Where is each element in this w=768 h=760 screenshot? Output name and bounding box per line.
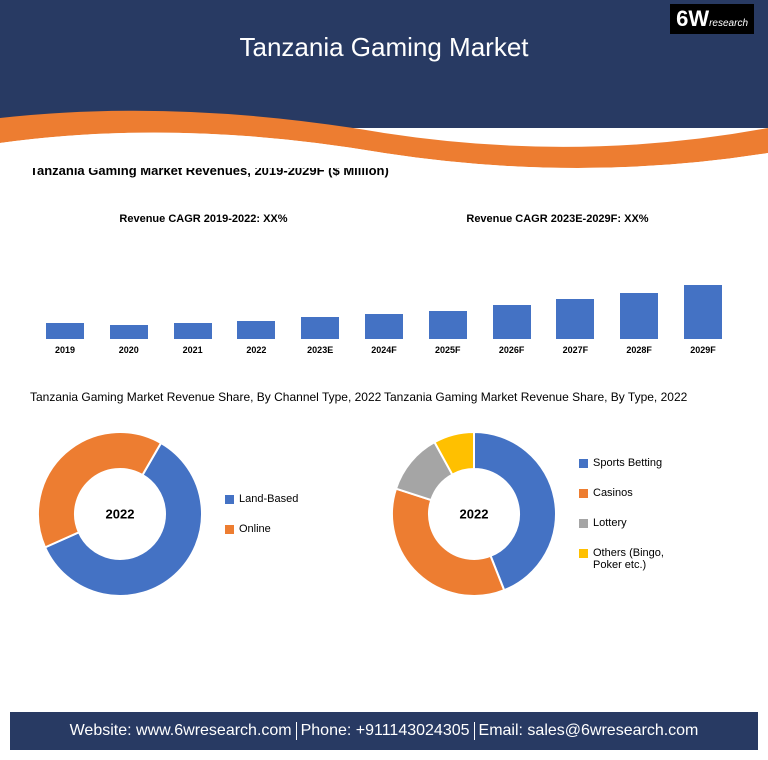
bar-item: 2022 [231, 321, 281, 355]
donut2-title: Tanzania Gaming Market Revenue Share, By… [384, 390, 738, 404]
bar [237, 321, 275, 339]
footer-email: Email: sales@6wresearch.com [475, 722, 703, 740]
donut1-legend: Land-Based Online [225, 493, 298, 535]
footer-website: Website: www.6wresearch.com [66, 722, 297, 740]
donut-segment [38, 432, 161, 547]
bar-label: 2022 [246, 345, 266, 355]
donut-segment [392, 489, 504, 596]
page-title: Tanzania Gaming Market [239, 32, 528, 63]
bar-item: 2020 [104, 325, 154, 355]
bar [110, 325, 148, 339]
legend-label: Casinos [593, 487, 633, 499]
bar-chart: 2019 2020 2021 2022 2023E 2024F 2025F 2026F 2027… [30, 245, 738, 355]
bar-item: 2021 [168, 323, 218, 355]
content-area: Tanzania Gaming Market Revenues, 2019-20… [0, 128, 768, 604]
donut2-legend: Sports Betting Casinos Lottery Others (Bing… [579, 457, 693, 571]
donut-row: Tanzania Gaming Market Revenue Share, By… [30, 390, 738, 604]
wave-divider [0, 108, 768, 168]
legend-label: Others (Bingo, Poker etc.) [593, 547, 693, 571]
bar-label: 2028F [626, 345, 652, 355]
legend-item: Sports Betting [579, 457, 693, 469]
bar [174, 323, 212, 339]
bar-label: 2023E [307, 345, 333, 355]
footer-phone: Phone: +911143024305 [297, 722, 475, 740]
bar-label: 2024F [371, 345, 397, 355]
bar-item: 2024F [359, 314, 409, 355]
bar-label: 2021 [183, 345, 203, 355]
legend-item: Others (Bingo, Poker etc.) [579, 547, 693, 571]
donut-type-section: Tanzania Gaming Market Revenue Share, By… [384, 390, 738, 604]
bar-item: 2025F [423, 311, 473, 355]
donut2-center: 2022 [460, 507, 489, 522]
bar-item: 2028F [614, 293, 664, 355]
cagr-annotations: Revenue CAGR 2019-2022: XX% Revenue CAGR… [30, 213, 738, 225]
donut-channel-section: Tanzania Gaming Market Revenue Share, By… [30, 390, 384, 604]
legend-label: Land-Based [239, 493, 298, 505]
bar-item: 2027F [550, 299, 600, 355]
bar-item: 2026F [487, 305, 537, 355]
bar [429, 311, 467, 339]
legend-label: Lottery [593, 517, 627, 529]
legend-swatch [225, 495, 234, 504]
bar-label: 2029F [690, 345, 716, 355]
logo: 6Wresearch [670, 4, 754, 34]
legend-swatch [225, 525, 234, 534]
legend-item: Lottery [579, 517, 693, 529]
legend-item: Online [225, 523, 298, 535]
bar-item: 2019 [40, 323, 90, 355]
donut1-chart: 2022 [30, 424, 210, 604]
bar-label: 2025F [435, 345, 461, 355]
bar [684, 285, 722, 339]
legend-label: Sports Betting [593, 457, 662, 469]
bar [556, 299, 594, 339]
bar-item: 2029F [678, 285, 728, 355]
bar [46, 323, 84, 339]
bar [365, 314, 403, 339]
donut2-chart: 2022 [384, 424, 564, 604]
footer: Website: www.6wresearch.com Phone: +9111… [10, 712, 758, 750]
legend-label: Online [239, 523, 271, 535]
donut1-title: Tanzania Gaming Market Revenue Share, By… [30, 390, 384, 404]
bar [493, 305, 531, 339]
legend-swatch [579, 549, 588, 558]
cagr-left: Revenue CAGR 2019-2022: XX% [119, 213, 287, 225]
bar-label: 2020 [119, 345, 139, 355]
bar [620, 293, 658, 339]
bar-label: 2027F [563, 345, 589, 355]
legend-item: Casinos [579, 487, 693, 499]
bar-label: 2026F [499, 345, 525, 355]
logo-text: 6W [676, 6, 709, 31]
cagr-right: Revenue CAGR 2023E-2029F: XX% [466, 213, 648, 225]
bar-item: 2023E [295, 317, 345, 355]
donut1-center: 2022 [106, 507, 135, 522]
legend-swatch [579, 519, 588, 528]
logo-subtext: research [709, 18, 748, 29]
legend-swatch [579, 489, 588, 498]
legend-swatch [579, 459, 588, 468]
legend-item: Land-Based [225, 493, 298, 505]
bar-label: 2019 [55, 345, 75, 355]
bar [301, 317, 339, 339]
